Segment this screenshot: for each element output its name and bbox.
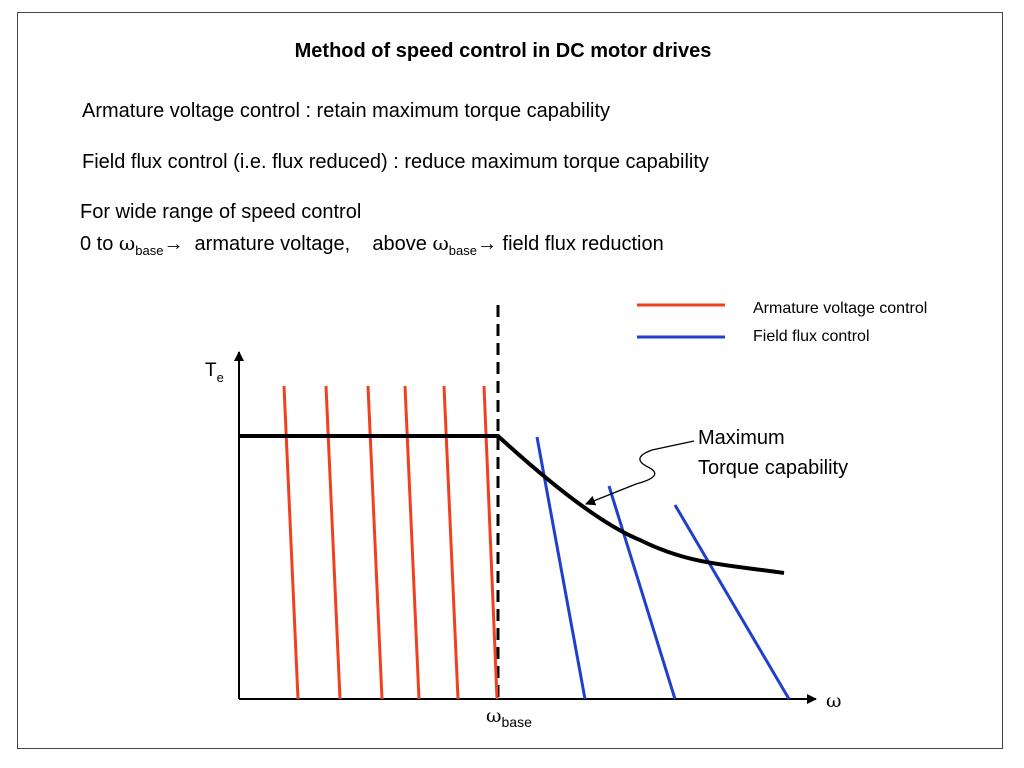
armature-characteristic-3 [366, 385, 384, 700]
range-prefix: 0 to [80, 233, 119, 255]
armature-characteristic-6 [482, 385, 499, 700]
armature-characteristic-1 [282, 385, 300, 700]
legend-label-field: Field flux control [753, 328, 870, 345]
y-axis-subscript: e [217, 370, 224, 385]
armature-control-statement: Armature voltage control : retain maximu… [82, 100, 611, 122]
y-axis-symbol: T [205, 360, 217, 381]
field-characteristic-3 [673, 504, 791, 700]
field-range-text: field flux reduction [496, 233, 664, 255]
annotation-pointer-arrow [585, 440, 695, 506]
annotation-torque-capability: Torque capability [698, 457, 848, 479]
omega-symbol: ω [118, 231, 136, 255]
base-speed-label: ωbase [486, 705, 532, 730]
base-subscript: base [135, 243, 164, 258]
armature-characteristic-2 [324, 385, 342, 700]
base-omega-symbol: ω [486, 705, 502, 727]
legend-label-armature: Armature voltage control [753, 300, 927, 317]
armature-characteristic-5 [442, 385, 460, 700]
base-speed-subscript: base [502, 714, 533, 730]
armature-characteristic-4 [403, 385, 421, 700]
annotation-maximum: Maximum [698, 427, 785, 449]
omega-symbol-2: ω [432, 231, 449, 255]
base-subscript-2: base [448, 243, 477, 258]
slide-title: Method of speed control in DC motor driv… [294, 40, 712, 62]
field-control-statement: Field flux control (i.e. flux reduced) :… [82, 151, 709, 173]
field-characteristic-2 [607, 485, 677, 700]
arrow-icon-2: → [476, 233, 497, 255]
arrow-icon: → [163, 233, 184, 255]
max-torque-envelope [239, 434, 785, 575]
wide-range-statement: For wide range of speed control [80, 201, 362, 223]
x-axis-label: ω [826, 690, 842, 712]
field-characteristic-1 [535, 436, 587, 700]
y-axis-label: Te [205, 360, 224, 385]
speed-range-statement: 0 to ωbase→ armature voltage, above ωbas… [80, 231, 664, 258]
slide-frame [17, 12, 1003, 749]
armature-range-text: armature voltage, above [183, 233, 433, 255]
